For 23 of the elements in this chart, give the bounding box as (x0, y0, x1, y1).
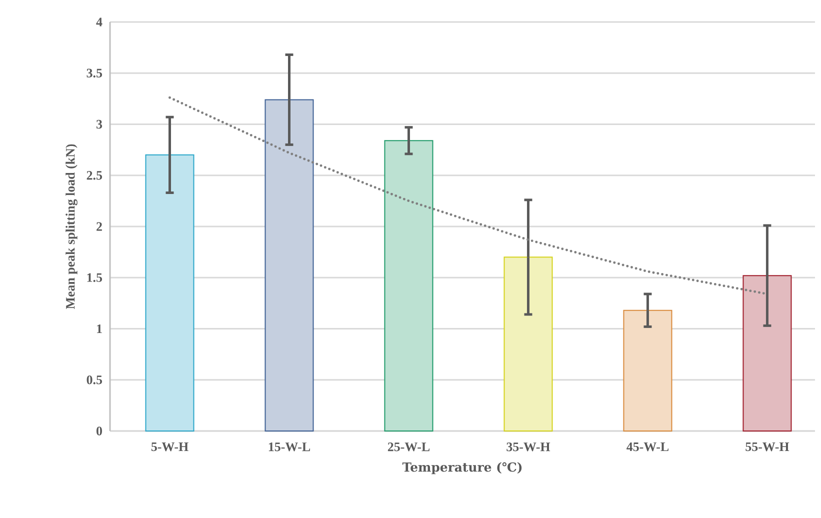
x-tick-label: 35-W-H (506, 442, 550, 452)
y-tick-label: 0 (96, 426, 102, 436)
y-axis-title: Mean peak splitting load (kN) (66, 144, 78, 310)
x-tick-label: 15-W-L (268, 442, 310, 452)
y-tick-label: 3 (96, 120, 102, 129)
x-tick-label: 5-W-H (151, 442, 188, 452)
y-tick-label: 1 (97, 324, 102, 334)
bar (145, 154, 194, 432)
y-tick-label: 2 (96, 222, 102, 231)
y-tick-label: 2.5 (86, 170, 102, 180)
x-tick-label: 55-W-H (746, 442, 790, 452)
y-tick-label: 0.5 (86, 375, 102, 384)
bar (742, 275, 792, 432)
x-tick-label: 25-W-L (388, 442, 430, 452)
y-tick-label: 1.5 (87, 273, 102, 282)
bar (623, 310, 672, 432)
bar (504, 256, 553, 432)
y-tick-label: 3.5 (86, 68, 102, 78)
bar (384, 140, 434, 432)
x-axis-title: Temperature (℃) (402, 462, 522, 474)
y-tick-label: 4 (96, 18, 102, 26)
bar (264, 99, 314, 432)
x-tick-label: 45-W-L (626, 442, 669, 452)
